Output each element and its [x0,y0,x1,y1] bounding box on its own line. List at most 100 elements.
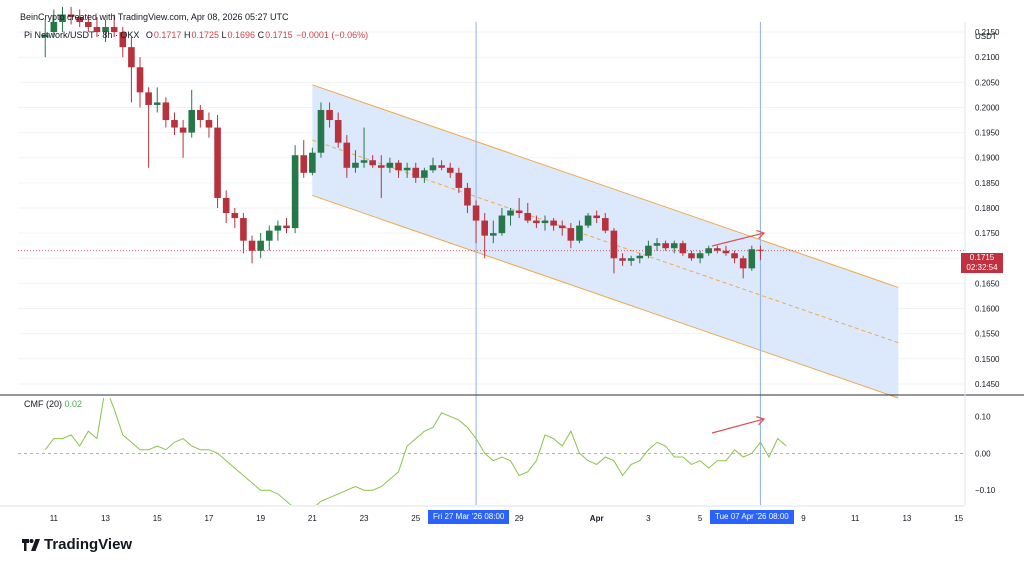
time-tick-label: 13 [902,514,911,523]
candle [722,245,730,256]
cmf-line [44,398,787,505]
candle-body [438,165,445,168]
candle [291,145,299,234]
candle-body [567,228,575,241]
candle [507,208,514,226]
candle-body [446,167,454,173]
time-tick-label: 19 [256,514,265,523]
candle [171,112,178,136]
candle [670,240,678,254]
candle-body [179,127,187,133]
symbol-label[interactable]: Pi Network/USDT · 8h · OKX [24,30,140,40]
arrow-head [756,416,766,426]
candle-body [59,14,66,22]
price-tick-label: 0.1850 [975,179,1000,188]
time-crosshair-badge-2: Tue 07 Apr '26 08:00 [710,510,794,524]
candle-body [524,213,532,221]
trend-arrows [711,229,766,434]
time-tick-label: 25 [411,514,420,523]
candle [102,19,109,43]
candle [576,220,583,244]
candle-body [757,249,764,251]
candle-body [343,142,351,168]
crosshair-lines [475,22,761,505]
candle [490,220,497,244]
candle [334,112,342,148]
candle-body [257,240,264,251]
candle [188,89,196,138]
price-tick-label: 0.1600 [975,305,1000,314]
candle [360,127,368,168]
candle [739,255,747,279]
candle-body [670,243,678,249]
candle [179,120,187,158]
price-tick-label: 0.2150 [975,28,1000,37]
cmf-value: 0.02 [64,399,83,409]
candle-body [455,172,463,188]
candle-body [240,218,247,241]
candle-body [541,220,549,224]
candle-body [576,225,583,241]
candle-body [291,155,299,229]
candle [696,250,704,264]
high-label: H [183,30,191,40]
candle-body [128,47,135,68]
candle [136,57,144,108]
candle [162,97,170,128]
candle [619,253,626,266]
candle-body [403,167,411,171]
high-value: 0.1725 [191,30,219,40]
candle [128,37,135,103]
candle [748,245,756,271]
candle [567,223,575,249]
candle [222,190,230,224]
channel-mid-line [312,139,899,344]
candle-body [602,218,609,231]
candle-body [326,109,333,121]
price-tick-label: 0.1950 [975,129,1000,138]
candle-body [214,127,221,198]
candle-body [731,253,738,259]
candle [257,233,264,259]
tradingview-brand[interactable]: TradingView [22,536,132,553]
candle [610,228,618,274]
low-label: L [221,30,227,40]
candle [197,104,204,128]
candle-body [696,253,704,259]
candle [317,102,325,158]
cmf-tick-label: 0.10 [975,412,991,421]
candle-body [265,230,273,241]
candle [464,182,471,214]
tradingview-logo-icon [22,538,40,551]
candle-body [231,213,239,219]
candle-body [377,165,385,168]
candle-body [67,14,75,17]
time-tick-label: 11 [50,514,59,523]
time-tick-label: 21 [308,514,317,523]
candle-body [619,258,626,261]
candle-body [334,120,342,143]
candle-body [50,22,58,33]
cmf-indicator [18,398,965,505]
candle-body [515,210,523,214]
candle-body [412,167,420,178]
candle [524,202,532,224]
price-tick-label: 0.1450 [975,380,1000,389]
time-crosshair-badge-1: Fri 27 Mar '26 08:00 [428,510,510,524]
current-price-value: 0.1715 [969,253,995,262]
candle [662,240,669,251]
candle-body [171,120,178,128]
candle-body [610,230,618,259]
time-tick-label: 9 [801,514,806,523]
time-tick-label: 29 [515,514,524,523]
candle [421,167,428,183]
candle-body [636,255,644,259]
candle [240,213,247,254]
candle-body [421,170,428,178]
candle [67,6,75,25]
cmf-tick-label: 0.00 [975,449,991,458]
cmf-legend[interactable]: CMF (20) 0.02 [24,399,82,409]
candle-body [110,27,118,33]
candle-body [627,258,635,261]
